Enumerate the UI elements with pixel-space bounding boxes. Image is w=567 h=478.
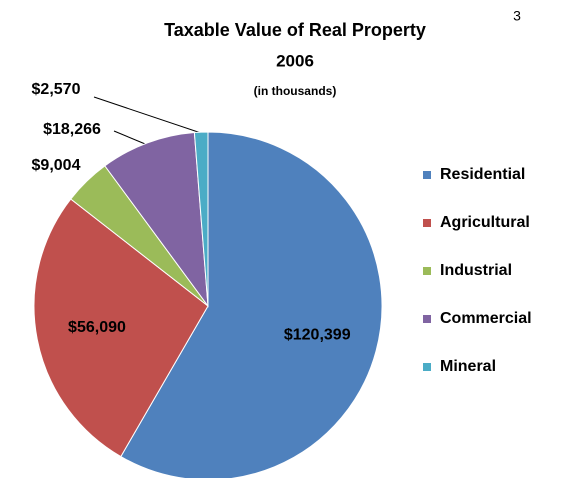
page-number: 3 — [513, 8, 521, 24]
chart-subtitle: 2006 — [276, 51, 314, 70]
pie-slice — [120, 131, 383, 478]
pie-slice — [193, 131, 209, 307]
data-label: $2,570 — [32, 81, 81, 98]
legend-label: Residential — [440, 166, 525, 183]
legend-swatch — [423, 267, 431, 275]
legend-label: Industrial — [440, 262, 512, 279]
legend-swatch — [423, 219, 431, 227]
legend-swatch — [423, 363, 431, 371]
data-label: $120,399 — [284, 327, 351, 344]
pie-slice — [104, 131, 209, 308]
pie-slice — [33, 198, 209, 458]
legend-label: Agricultural — [440, 214, 530, 231]
legend-swatch — [423, 171, 431, 179]
leader-line — [93, 96, 202, 134]
data-label: $9,004 — [32, 157, 81, 174]
data-label: $56,090 — [68, 319, 126, 336]
legend-swatch — [423, 315, 431, 323]
legend-label: Mineral — [440, 358, 496, 375]
chart-note: (in thousands) — [254, 84, 337, 98]
chart-title: Taxable Value of Real Property — [164, 20, 426, 40]
data-label: $18,266 — [43, 121, 101, 138]
legend-label: Commercial — [440, 310, 532, 327]
leader-line — [113, 130, 151, 147]
